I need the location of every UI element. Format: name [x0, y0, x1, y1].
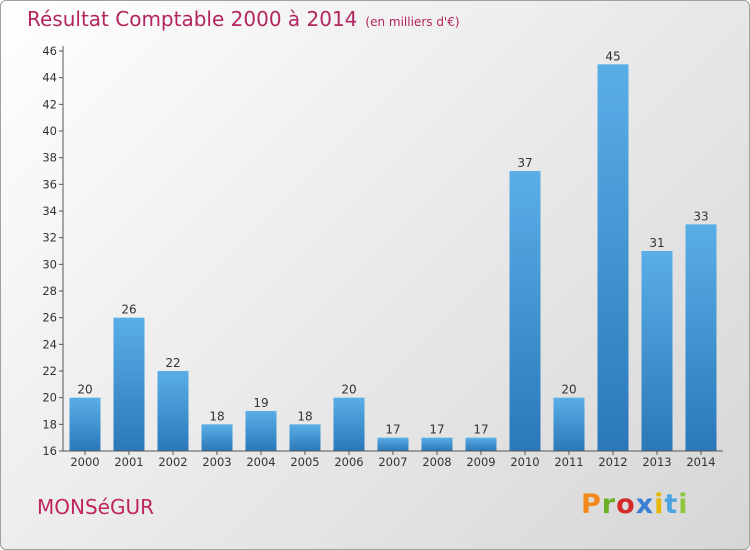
x-tick-label-2012: 2012: [598, 455, 627, 469]
data-label-2014: 33: [693, 209, 708, 223]
bar-2008: [421, 437, 453, 451]
proxiti-logo[interactable]: Proxiti: [581, 489, 689, 520]
bar-2000: [69, 397, 101, 451]
data-label-2008: 17: [429, 423, 444, 437]
x-tick-label-2005: 2005: [290, 455, 319, 469]
bar-2007: [377, 437, 409, 451]
bar-2009: [465, 437, 497, 451]
y-tick-label-36: 36: [42, 177, 57, 191]
data-label-2000: 20: [77, 383, 92, 397]
bar-2012: [597, 64, 629, 452]
bar-2005: [289, 424, 321, 451]
y-tick-label-20: 20: [42, 391, 57, 405]
bar-2003: [201, 424, 233, 451]
x-tick-label-2007: 2007: [378, 455, 407, 469]
data-label-2012: 45: [605, 49, 620, 63]
bars-group: 20 26 22 18 19 18 20 17 17 17 37 20 45 31 33: [69, 49, 717, 452]
bar-2004: [245, 411, 277, 451]
chart-title: Résultat Comptable 2000 à 2014 (en millie…: [27, 7, 460, 31]
bar-2014: [685, 224, 717, 451]
y-tick-label-22: 22: [42, 364, 57, 378]
y-tick-label-44: 44: [42, 71, 57, 85]
data-label-2010: 37: [517, 156, 532, 170]
y-tick-label-26: 26: [42, 311, 57, 325]
x-tick-label-2003: 2003: [202, 455, 231, 469]
bar-2013: [641, 251, 673, 451]
y-tick-label-42: 42: [42, 97, 57, 111]
x-tick-label-2014: 2014: [686, 455, 715, 469]
data-label-2006: 20: [341, 383, 356, 397]
x-tick-label-2011: 2011: [554, 455, 583, 469]
x-tick-label-2009: 2009: [466, 455, 495, 469]
y-tick-label-38: 38: [42, 151, 57, 165]
x-tick-label-2000: 2000: [70, 455, 99, 469]
data-label-2011: 20: [561, 383, 576, 397]
logo-letter: o: [616, 489, 636, 520]
x-tick-label-2006: 2006: [334, 455, 363, 469]
logo-letter: i: [678, 489, 689, 520]
chart-unit: (en milliers d'€): [365, 15, 460, 29]
logo-letter: x: [635, 489, 655, 520]
x-tick-label-2004: 2004: [246, 455, 275, 469]
axes-group: 2000 2001 2002 2003 2004 2005 2006 2007 2008 2009…: [42, 44, 723, 469]
bar-2002: [157, 371, 189, 451]
bar-2010: [509, 171, 541, 451]
data-label-2005: 18: [297, 409, 312, 423]
y-tick-label-30: 30: [42, 257, 57, 271]
chart-title-text: Résultat Comptable 2000 à 2014: [27, 7, 358, 31]
data-label-2002: 22: [165, 356, 180, 370]
x-tick-label-2002: 2002: [158, 455, 187, 469]
y-tick-label-46: 46: [42, 44, 57, 58]
y-tick-label-24: 24: [42, 337, 57, 351]
bar-2006: [333, 397, 365, 451]
y-tick-label-32: 32: [42, 231, 57, 245]
data-label-2004: 19: [253, 396, 268, 410]
data-label-2001: 26: [121, 303, 136, 317]
y-tick-label-40: 40: [42, 124, 57, 138]
x-tick-label-2010: 2010: [510, 455, 539, 469]
data-label-2013: 31: [649, 236, 664, 250]
commune-name: MONSéGUR: [37, 495, 154, 519]
y-tick-label-16: 16: [42, 444, 57, 458]
y-tick-label-28: 28: [42, 284, 57, 298]
x-tick-label-2008: 2008: [422, 455, 451, 469]
logo-letter: i: [654, 489, 665, 520]
y-tick-label-18: 18: [42, 417, 57, 431]
logo-letter: t: [664, 489, 679, 520]
logo-letter: P: [581, 489, 602, 520]
bar-2001: [113, 317, 145, 451]
x-tick-label-2013: 2013: [642, 455, 671, 469]
bar-2011: [553, 397, 585, 451]
y-tick-label-34: 34: [42, 204, 57, 218]
data-label-2007: 17: [385, 423, 400, 437]
x-tick-label-2001: 2001: [114, 455, 143, 469]
data-label-2003: 18: [209, 409, 224, 423]
logo-letter: r: [601, 489, 617, 520]
data-label-2009: 17: [473, 423, 488, 437]
